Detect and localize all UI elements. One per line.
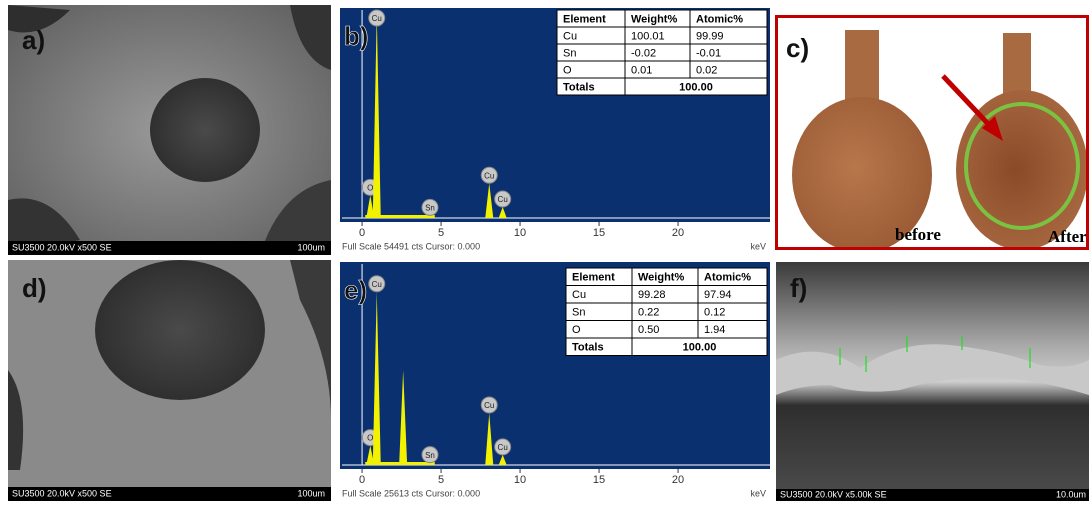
peak-label: Sn [425, 451, 435, 460]
peak-label: Cu [484, 171, 494, 180]
table-header: Atomic% [696, 13, 743, 25]
pore [150, 78, 260, 182]
table-cell: 0.01 [631, 64, 652, 76]
table-total-label: Totals [572, 342, 604, 354]
panel-label: e) [344, 275, 367, 305]
table-header: Atomic% [704, 272, 751, 284]
pore [95, 260, 265, 400]
spectrum-panel: 0 5 10 15 20 keV Full Scale 25613 cts Cursor: … [340, 262, 770, 498]
table-header: Weight% [631, 13, 677, 25]
table-cell: Sn [572, 307, 585, 319]
table-header: Weight% [638, 272, 684, 284]
x-tick-label: 20 [672, 474, 684, 486]
table-header: Element [563, 13, 606, 25]
peak-label: Cu [498, 443, 508, 452]
panel-d: SU3500 20.0kV x500 SE 100um d) [8, 260, 331, 501]
table-cell: 0.50 [638, 324, 659, 336]
footer-text: SU3500 20.0kV x500 SE [12, 242, 112, 252]
panel-c: before After c) [777, 17, 1089, 254]
footer-text: Full Scale 25613 cts Cursor: 0.000 [342, 488, 480, 498]
panel-label: d) [22, 273, 47, 303]
x-tick-label: 20 [672, 227, 684, 239]
footer-text: SU3500 20.0kV x5.00k SE [780, 489, 887, 499]
table-cell: 97.94 [704, 289, 732, 301]
table-cell: O [563, 64, 572, 76]
photo-caption: before [895, 225, 941, 244]
table-total: 100.00 [683, 342, 717, 354]
panel-a: SU3500 20.0kV x500 SE 100um a) [8, 5, 331, 255]
panel-label: f) [790, 273, 807, 303]
footer-text: 10.0um [1056, 489, 1086, 499]
peak-label: Sn [425, 203, 435, 212]
table-cell: 99.99 [696, 30, 724, 42]
footer-text: 100um [297, 488, 325, 498]
panel-label: a) [22, 25, 45, 55]
x-tick-label: 5 [438, 474, 444, 486]
table-cell: 0.02 [696, 64, 717, 76]
peak-label: Cu [498, 195, 508, 204]
x-tick-label: 0 [359, 474, 365, 486]
peak-label: Cu [372, 280, 382, 289]
x-tick-label: 10 [514, 227, 526, 239]
table-total-label: Totals [563, 81, 595, 93]
peak-label: O [367, 434, 373, 443]
table-cell: 1.94 [704, 324, 725, 336]
x-tick-label: 15 [593, 474, 605, 486]
footer-text: Full Scale 54491 cts Cursor: 0.000 [342, 241, 480, 251]
table-cell: 100.01 [631, 30, 665, 42]
peak-label: O [367, 183, 373, 192]
figure: SU3500 20.0kV x500 SE 100um a) SU3500 20… [0, 0, 1089, 501]
table-cell: 0.22 [638, 307, 659, 319]
footer-text: 100um [297, 242, 325, 252]
table-header: Element [572, 272, 615, 284]
table-cell: O [572, 324, 581, 336]
x-tick-label: 0 [359, 227, 365, 239]
table-cell: 0.12 [704, 307, 725, 319]
table-cell: -0.01 [696, 47, 721, 59]
panel-label: c) [786, 33, 809, 63]
x-axis-label: keV [750, 241, 766, 251]
table-cell: Cu [572, 289, 586, 301]
x-tick-label: 15 [593, 227, 605, 239]
table-total: 100.00 [679, 81, 713, 93]
x-tick-label: 5 [438, 227, 444, 239]
panel-f: SU3500 20.0kV x5.00k SE 10.0um f) [776, 262, 1089, 501]
table-cell: 99.28 [638, 289, 666, 301]
panel-label: b) [344, 21, 369, 51]
x-tick-label: 10 [514, 474, 526, 486]
x-axis-label: keV [750, 488, 766, 498]
table-cell: -0.02 [631, 47, 656, 59]
peak-label: Cu [484, 401, 494, 410]
photo-caption: After [1048, 227, 1087, 246]
peak-label: Cu [372, 14, 382, 23]
table-cell: Sn [563, 47, 576, 59]
footer-text: SU3500 20.0kV x500 SE [12, 488, 112, 498]
table-cell: Cu [563, 30, 577, 42]
spectrum-panel: 0 5 10 15 20 keV Full Scale 54491 cts Cursor: … [340, 8, 770, 251]
